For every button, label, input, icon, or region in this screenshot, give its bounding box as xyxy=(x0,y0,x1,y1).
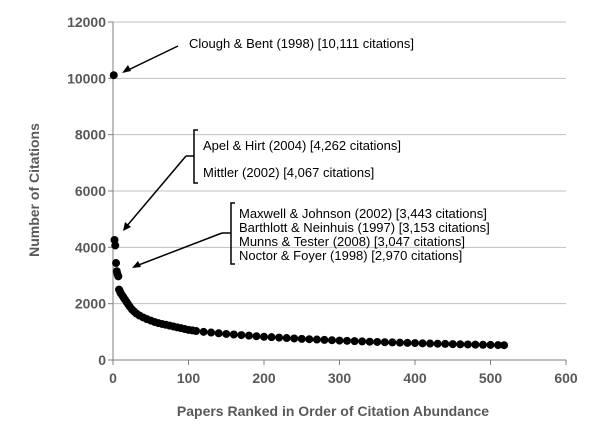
data-point xyxy=(358,337,367,346)
data-point xyxy=(426,339,435,348)
y-tick-label: 8000 xyxy=(75,127,106,143)
data-point xyxy=(418,339,427,348)
x-tick-label: 100 xyxy=(177,370,201,386)
x-tick-label: 300 xyxy=(328,370,352,386)
y-tick-labels: 0 2000 4000 6000 8000 10000 12000 xyxy=(67,14,113,368)
x-tick-label: 500 xyxy=(479,370,503,386)
data-point xyxy=(305,335,314,344)
data-point xyxy=(207,328,216,337)
annotation-mittler: Mittler (2002) [4,067 citations] xyxy=(203,165,374,180)
arrowhead-clough-bent xyxy=(122,65,131,73)
data-point xyxy=(267,333,276,342)
data-point xyxy=(494,341,503,350)
x-tick-labels: 0 100 200 300 400 500 600 xyxy=(109,360,578,386)
x-tick-label: 0 xyxy=(109,370,117,386)
data-point xyxy=(486,340,495,349)
data-point xyxy=(373,337,382,346)
arrow-clough-bent xyxy=(123,45,179,73)
annotation-barthlott-neinhuis: Barthlott & Neinhuis (1997) [3,153 citat… xyxy=(239,220,490,235)
data-point xyxy=(109,71,118,80)
y-axis-title: Number of Citations xyxy=(26,123,42,257)
data-point xyxy=(222,329,231,338)
annotation-munns-tester: Munns & Tester (2008) [3,047 citations] xyxy=(239,234,465,249)
data-point xyxy=(192,326,201,335)
data-point xyxy=(252,332,261,341)
data-point xyxy=(312,335,321,344)
data-point xyxy=(244,331,253,340)
y-tick-label: 10000 xyxy=(67,70,106,86)
data-point xyxy=(297,334,306,343)
annotation-noctor-foyer: Noctor & Foyer (1998) [2,970 citations] xyxy=(239,248,462,263)
bracket-apel-mittler xyxy=(193,129,198,184)
data-point xyxy=(199,327,208,336)
data-point xyxy=(441,339,450,348)
annotation-clough-bent: Clough & Bent (1998) [10,111 citations] xyxy=(189,36,414,51)
data-point xyxy=(463,340,472,349)
data-point xyxy=(411,339,419,348)
data-point xyxy=(500,341,509,350)
data-point xyxy=(112,259,121,268)
data-point xyxy=(237,331,246,340)
data-point xyxy=(433,339,442,348)
x-tick-label: 600 xyxy=(554,370,578,386)
gridlines xyxy=(113,21,566,305)
data-point xyxy=(327,336,336,345)
data-point xyxy=(290,334,299,343)
data-point xyxy=(229,330,238,339)
y-tick-label: 0 xyxy=(98,352,106,368)
arrow-four-papers xyxy=(135,232,223,267)
y-tick-label: 2000 xyxy=(75,296,106,312)
data-point xyxy=(343,336,352,345)
data-point xyxy=(114,272,123,281)
arrowhead-apel-mittler xyxy=(123,222,131,231)
annotation-apel-hirt: Apel & Hirt (2004) [4,262 citations] xyxy=(203,138,401,153)
data-point xyxy=(395,338,404,347)
data-point xyxy=(282,334,291,343)
bracket-four-papers xyxy=(230,202,235,265)
annotations: Clough & Bent (1998) [10,111 citations] … xyxy=(122,36,490,268)
arrowhead-four-papers xyxy=(132,261,141,268)
data-point xyxy=(275,333,284,342)
data-point xyxy=(260,332,268,341)
data-point xyxy=(448,340,457,349)
data-point xyxy=(365,337,374,346)
data-points xyxy=(109,71,509,350)
x-tick-label: 200 xyxy=(252,370,276,386)
x-axis-title: Papers Ranked in Order of Citation Abund… xyxy=(177,403,489,419)
data-point xyxy=(214,329,223,338)
y-tick-label: 4000 xyxy=(75,239,106,255)
arrow-apel-mittler xyxy=(125,155,187,228)
data-point xyxy=(320,335,329,344)
data-point xyxy=(380,338,389,347)
x-tick-label: 400 xyxy=(403,370,427,386)
y-tick-label: 6000 xyxy=(75,183,106,199)
y-tick-label: 12000 xyxy=(67,14,106,30)
data-point xyxy=(456,340,465,349)
data-point xyxy=(471,340,480,349)
data-point xyxy=(403,338,412,347)
data-point xyxy=(350,337,359,346)
data-point xyxy=(335,336,344,345)
data-point xyxy=(478,340,487,349)
annotation-maxwell-johnson: Maxwell & Johnson (2002) [3,443 citation… xyxy=(239,206,487,221)
data-point xyxy=(388,338,397,347)
data-point xyxy=(111,241,120,250)
